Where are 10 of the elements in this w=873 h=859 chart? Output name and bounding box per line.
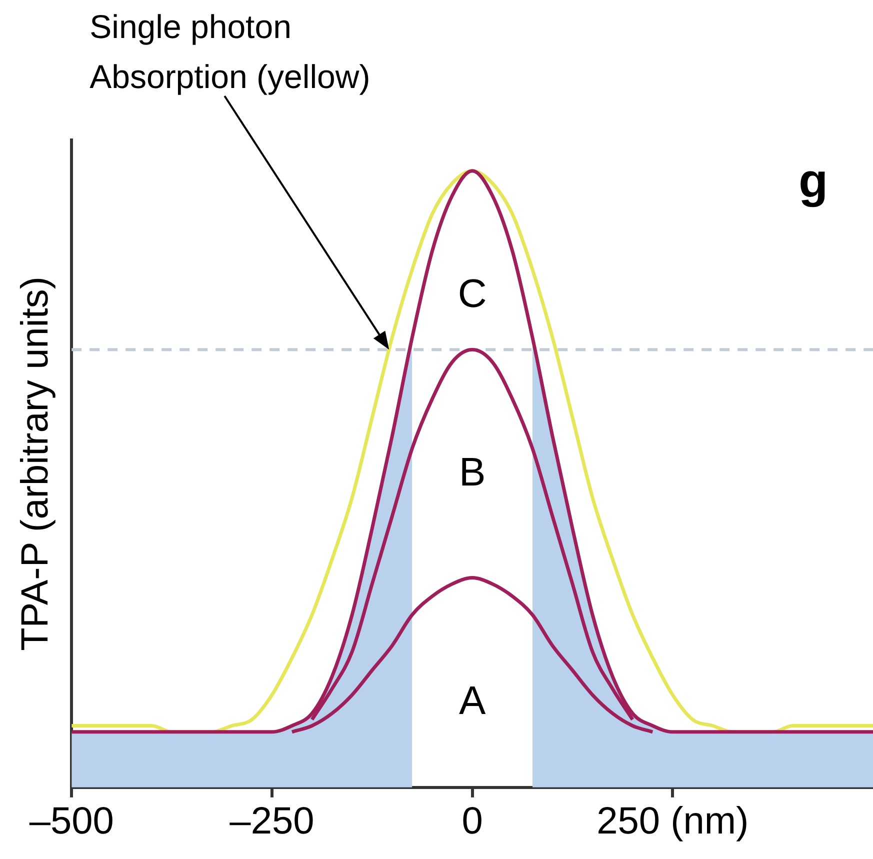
series-label: C — [458, 272, 487, 316]
x-tick-label: 0 — [462, 800, 483, 843]
x-tick-label: –250 — [230, 800, 314, 843]
x-tick-label: –500 — [29, 800, 114, 843]
series-label: B — [458, 450, 486, 495]
annotation: g — [798, 155, 828, 208]
y-axis-title: TPA-P (arbitrary units) — [14, 276, 56, 651]
series-label: A — [458, 678, 486, 723]
x-tick-label: 250 (nm) — [596, 800, 749, 843]
text: Single photon Absorption (yellow) — [90, 8, 370, 95]
